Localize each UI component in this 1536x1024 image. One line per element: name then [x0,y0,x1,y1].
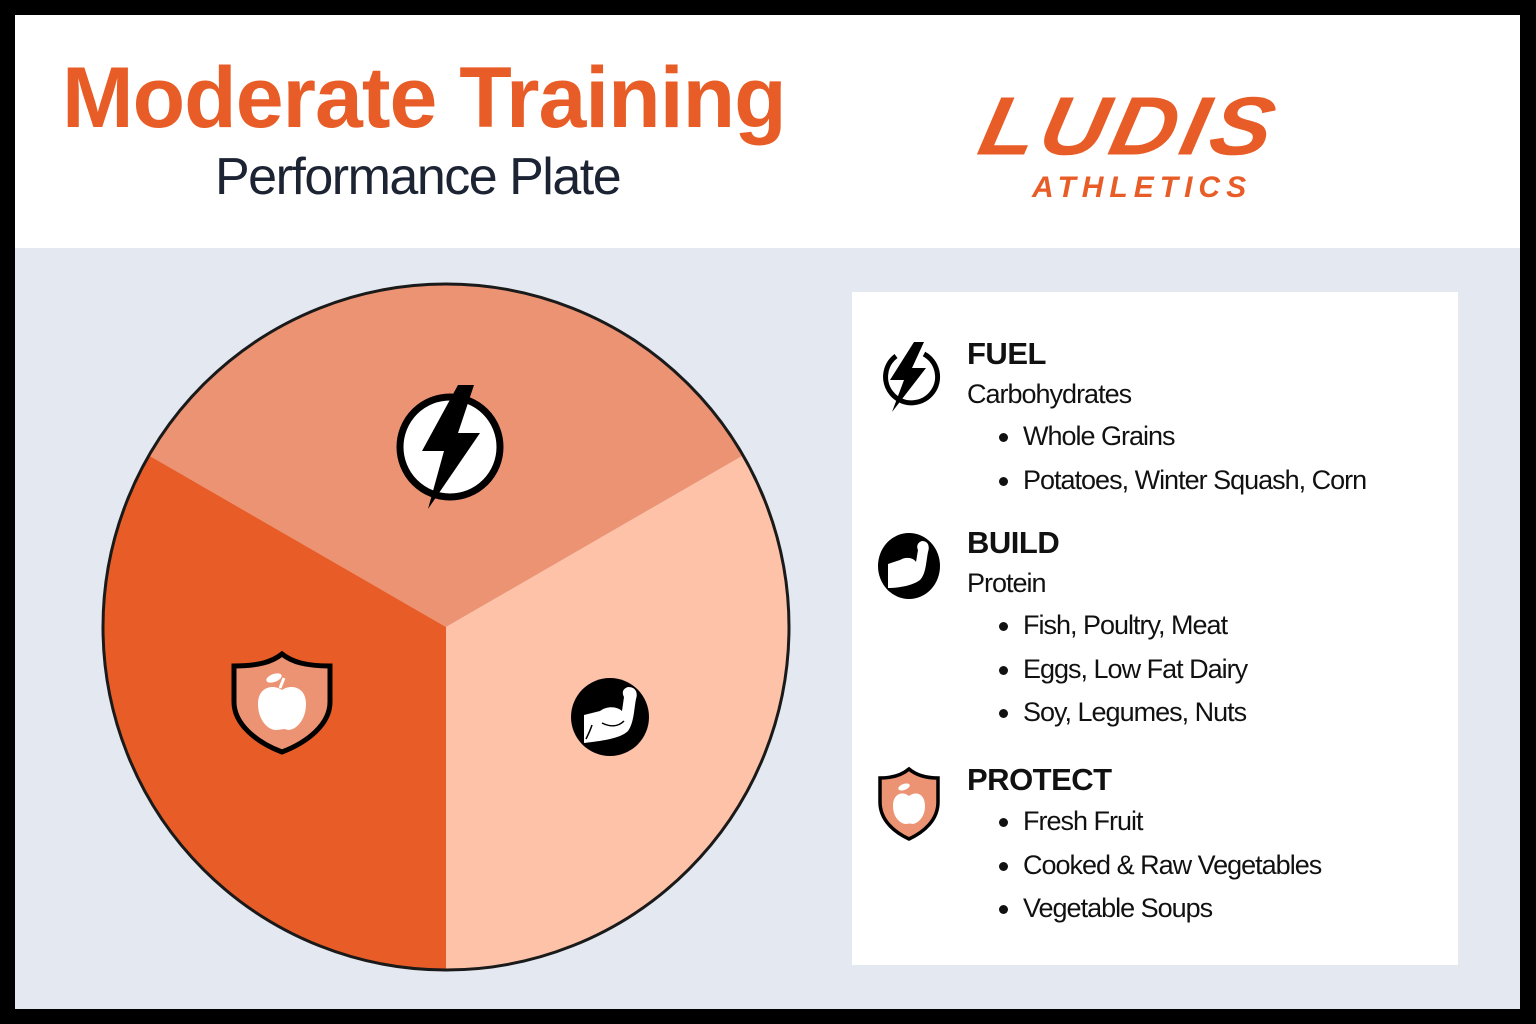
section-title: FUEL [967,336,1046,371]
list-item: Cooked & Raw Vegetables [997,844,1322,888]
section-title: PROTECT [967,762,1112,797]
section-subtitle: Protein [967,568,1047,598]
apple-shield-icon [231,650,333,755]
lightning-bolt-icon [883,342,941,412]
plate-rim [101,282,791,972]
section-subtitle: Carbohydrates [967,379,1132,409]
brand-logo: LUDIS ATHLETICS [971,81,1330,210]
list-item: Soy, Legumes, Nuts [997,691,1247,735]
flexed-bicep-icon [878,533,940,599]
apple-shield-icon [878,766,940,841]
list-item: Eggs, Low Fat Dairy [997,648,1248,692]
list-item: Vegetable Soups [997,887,1321,931]
flexed-bicep-icon [571,678,649,756]
lightning-bolt-icon [396,385,504,509]
list-item: Fish, Poultry, Meat [997,604,1247,648]
logo-tagline: ATHLETICS [1032,171,1253,204]
list-item: Whole Grains [997,415,1366,459]
food-list: Fresh Fruit Cooked & Raw Vegetables Vege… [997,800,1322,931]
page-subtitle: Performance Plate [215,148,622,206]
page-title: Moderate Training [62,50,787,146]
infographic-frame: Moderate Training Performance Plate LUDI… [15,15,1520,1009]
section-title: BUILD [967,525,1060,560]
header: Moderate Training Performance Plate LUDI… [15,15,1520,248]
legend-panel: FUEL Carbohydrates Whole Grains Potatoes… [852,292,1458,965]
performance-plate [101,282,791,972]
food-list: Fish, Poultry, Meat Eggs, Low Fat Dairy … [997,604,1248,735]
list-item: Potatoes, Winter Squash, Corn [997,459,1367,503]
food-list: Whole Grains Potatoes, Winter Squash, Co… [997,415,1367,503]
list-item: Fresh Fruit [997,800,1321,844]
